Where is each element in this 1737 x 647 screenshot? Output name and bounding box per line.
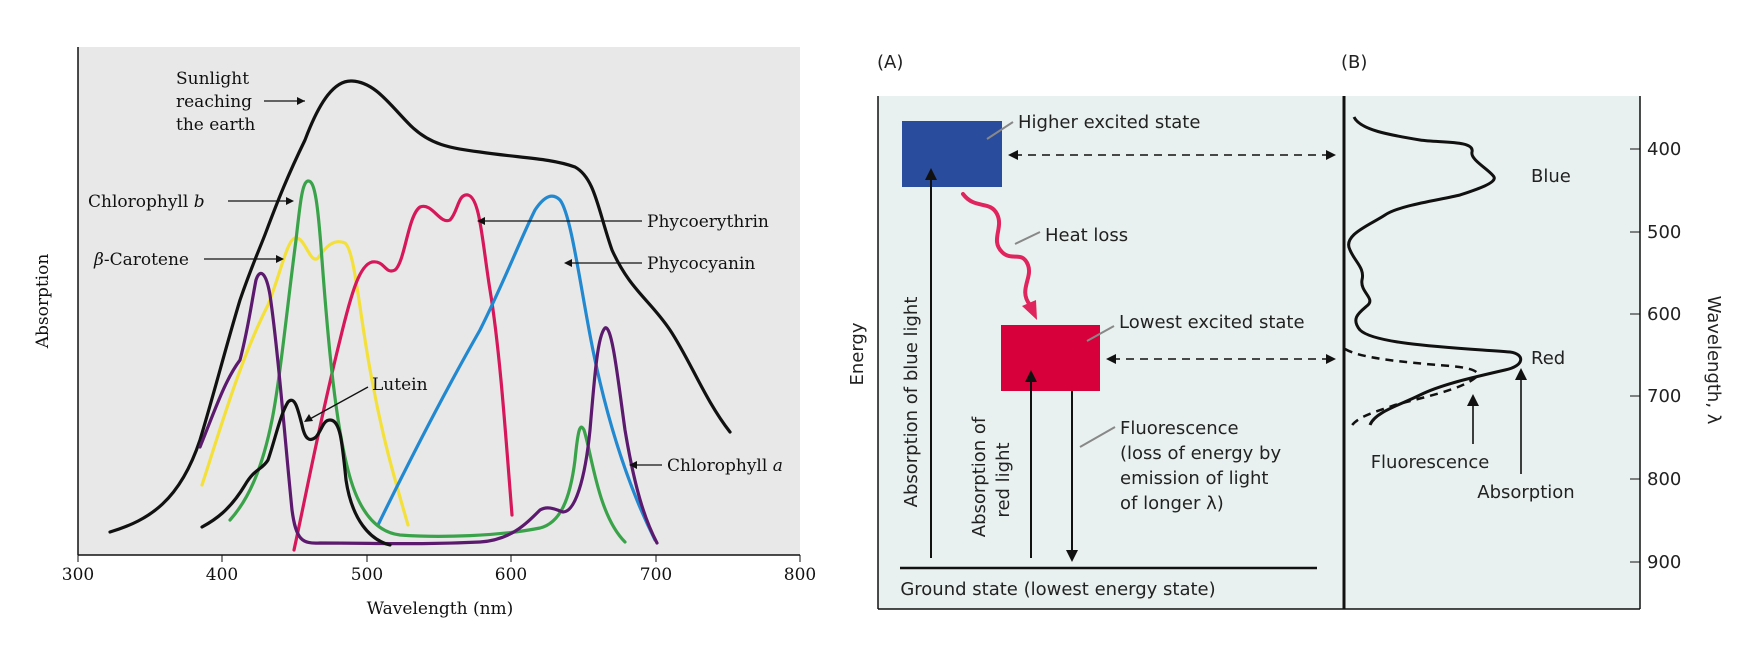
absorption-spectra-panel: 300 400 500 600 700 800 Wavelength (nm) … — [33, 47, 816, 619]
chlorophyll-a-label: Chlorophyll a — [667, 456, 783, 476]
fluorescence-desc-line-3: emission of light — [1120, 468, 1268, 489]
chlorophyll-b-label: Chlorophyll b — [88, 192, 205, 212]
absorption-red-label-line-1: Absorption of — [969, 416, 990, 537]
phycoerythrin-annotation: Phycoerythrin — [477, 212, 769, 232]
heat-loss-label: Heat loss — [1045, 225, 1128, 246]
lutein-annotation: Lutein — [304, 375, 428, 422]
chlorophyll-b-annotation: Chlorophyll b — [88, 192, 294, 212]
lutein-curve — [200, 398, 392, 547]
fluorescence-spectrum-curve — [1344, 347, 1479, 431]
phycocyanin-annotation: Phycocyanin — [564, 254, 755, 274]
absorption-blue-label: Absorption of blue light — [901, 297, 922, 508]
plot-background — [78, 47, 800, 555]
x-ticks — [77, 555, 801, 562]
wavelength-ticks — [1630, 148, 1640, 563]
wavelength-tick-label: 500 — [1647, 222, 1681, 243]
sunlight-label-line-1: Sunlight — [176, 69, 249, 89]
wavelength-tick-label: 800 — [1647, 469, 1681, 490]
lowest-excited-state-box — [1001, 325, 1100, 391]
fluorescence-desc-line-4: of longer λ) — [1120, 493, 1224, 514]
x-tick-label: 500 — [351, 565, 383, 585]
absorption-spectrum-curve — [1347, 116, 1523, 426]
red-level-dashed-arrow — [1106, 354, 1336, 364]
x-tick-label: 600 — [495, 565, 527, 585]
energy-axis-label: Energy — [847, 322, 868, 385]
sunlight-label-line-3: the earth — [176, 115, 255, 135]
lowest-excited-state-label: Lowest excited state — [1119, 312, 1305, 333]
x-tick-label: 400 — [206, 565, 238, 585]
phycoerythrin-curve — [292, 193, 514, 552]
absorption-red-arrow — [1025, 370, 1037, 558]
absorption-pointer-arrow — [1515, 368, 1527, 474]
ground-state-label: Ground state (lowest energy state) — [900, 579, 1215, 600]
higher-excited-state-box — [902, 121, 1002, 187]
wavelength-tick-label: 600 — [1647, 304, 1681, 325]
sunlight-curve — [108, 79, 732, 534]
x-tick-label: 300 — [62, 565, 94, 585]
y-axis-label: Absorption — [33, 254, 53, 350]
x-tick-label: 800 — [784, 565, 816, 585]
phycoerythrin-label: Phycoerythrin — [647, 212, 769, 232]
beta-carotene-curve — [200, 236, 410, 527]
lutein-label: Lutein — [372, 375, 428, 395]
absorption-blue-arrow — [925, 168, 937, 558]
energy-diagram-panel: (A) (B) 400 500 600 700 800 900 Waveleng… — [847, 52, 1724, 610]
x-axis-label: Wavelength (nm) — [367, 599, 514, 619]
fluorescence-curve-label: Fluorescence — [1371, 452, 1490, 473]
absorption-red-label-line-2: red light — [993, 442, 1014, 517]
fluorescence-pointer-arrow — [1467, 394, 1479, 444]
wavelength-tick-label: 900 — [1647, 552, 1681, 573]
wavelength-tick-label: 700 — [1647, 386, 1681, 407]
higher-excited-state-label: Higher excited state — [1018, 112, 1200, 133]
heat-loss-arrow — [961, 192, 1037, 320]
blue-peak-label: Blue — [1531, 166, 1571, 187]
phycocyanin-label: Phycocyanin — [647, 254, 755, 274]
wavelength-axis-label: Wavelength, λ — [1703, 296, 1724, 425]
chlorophyll-a-annotation: Chlorophyll a — [629, 456, 783, 476]
fluorescence-arrow — [1066, 391, 1078, 562]
wavelength-tick-label: 400 — [1647, 139, 1681, 160]
panel-a-label: (A) — [877, 52, 903, 73]
blue-level-dashed-arrow — [1008, 150, 1336, 160]
absorption-curve-label: Absorption — [1477, 482, 1574, 503]
beta-carotene-label: β-Carotene — [93, 250, 189, 270]
chlorophyll-a-curve — [198, 271, 659, 546]
phycocyanin-curve — [376, 194, 657, 542]
x-tick-label: 700 — [640, 565, 672, 585]
fluorescence-desc-line-2: (loss of energy by — [1120, 443, 1281, 464]
panel-b-label: (B) — [1341, 52, 1367, 73]
fluorescence-desc-line-1: Fluorescence — [1120, 418, 1239, 439]
sunlight-annotation: Sunlight reaching the earth — [176, 69, 305, 135]
red-peak-label: Red — [1531, 348, 1565, 369]
sunlight-label-line-2: reaching — [176, 92, 252, 112]
beta-carotene-annotation: β-Carotene — [93, 250, 284, 270]
